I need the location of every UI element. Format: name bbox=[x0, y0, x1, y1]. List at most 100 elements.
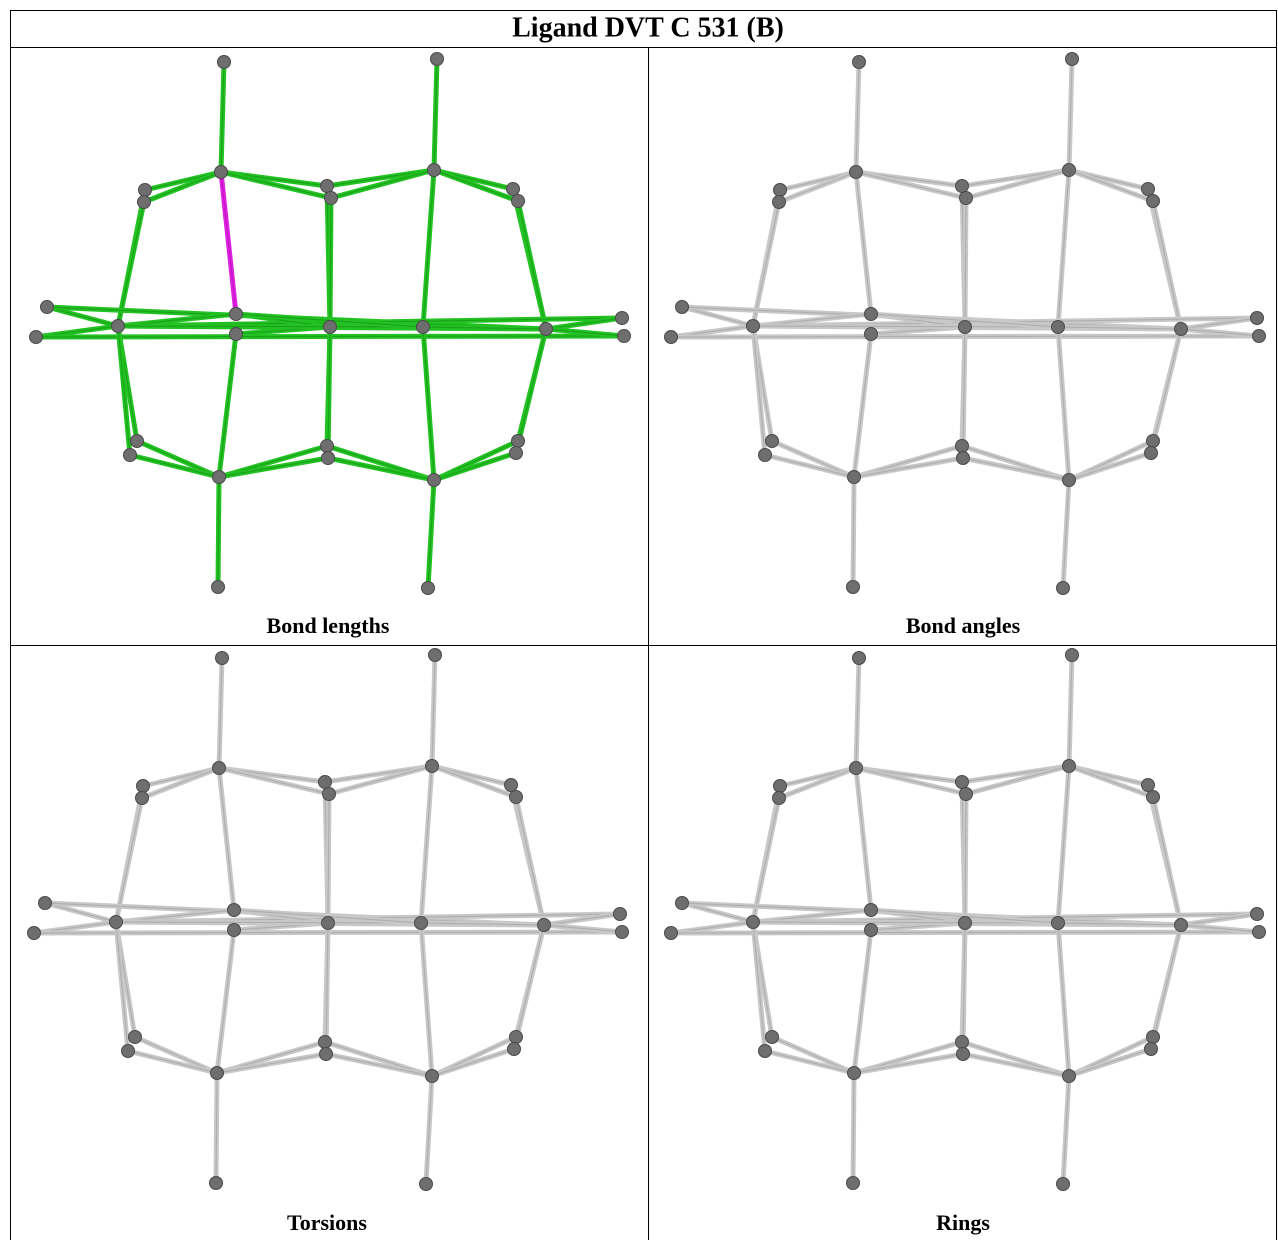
atom bbox=[416, 320, 430, 334]
panels: Bond lengths Bond angles Torsions Rings bbox=[27, 52, 1266, 1235]
bond-edge bbox=[855, 61, 860, 173]
atom bbox=[758, 1044, 772, 1058]
atom bbox=[419, 1177, 433, 1191]
bond-edge bbox=[545, 317, 623, 330]
atom bbox=[511, 194, 525, 208]
bond-edge bbox=[1150, 328, 1182, 454]
bond-edge bbox=[1057, 765, 1070, 924]
atom bbox=[211, 580, 225, 594]
atom bbox=[1144, 446, 1158, 460]
atom bbox=[852, 55, 866, 69]
bond-edge bbox=[328, 765, 433, 795]
bond-edge bbox=[1152, 200, 1182, 330]
atom bbox=[425, 759, 439, 773]
atom bbox=[675, 300, 689, 314]
bond-edge bbox=[143, 171, 222, 203]
bond-edge bbox=[141, 767, 220, 799]
atom bbox=[1056, 581, 1070, 595]
bond-edge bbox=[1180, 317, 1258, 330]
atom bbox=[27, 926, 41, 940]
bond-edge bbox=[517, 200, 547, 330]
atom bbox=[227, 923, 241, 937]
bond-edge bbox=[1057, 922, 1182, 926]
atom bbox=[506, 182, 520, 196]
bond-edge bbox=[962, 922, 966, 1055]
bond-edge bbox=[965, 169, 1070, 199]
bond-edge bbox=[855, 171, 872, 315]
bond-edge bbox=[1180, 913, 1258, 926]
bond-edge bbox=[1057, 326, 1070, 481]
atom bbox=[1062, 473, 1076, 487]
atom bbox=[539, 322, 553, 336]
atom bbox=[846, 580, 860, 594]
atom bbox=[1252, 329, 1266, 343]
atom bbox=[321, 916, 335, 930]
atom bbox=[959, 787, 973, 801]
bond-edge bbox=[325, 922, 329, 1055]
atom bbox=[1062, 163, 1076, 177]
bond-edge bbox=[962, 326, 966, 459]
atom bbox=[849, 165, 863, 179]
bond-edge bbox=[44, 902, 117, 923]
atom bbox=[212, 761, 226, 775]
atom bbox=[773, 183, 787, 197]
atom bbox=[504, 778, 518, 792]
atom bbox=[864, 903, 878, 917]
bond-edge bbox=[218, 767, 235, 911]
atom bbox=[425, 1069, 439, 1083]
bond-edge bbox=[115, 921, 422, 924]
bond-edge bbox=[752, 325, 766, 456]
bond-edge bbox=[1150, 924, 1182, 1050]
atom bbox=[324, 191, 338, 205]
atom bbox=[847, 470, 861, 484]
bond-edge bbox=[1057, 169, 1070, 328]
bond-edge bbox=[325, 1053, 433, 1077]
bond-edge bbox=[115, 921, 129, 1052]
bond-edge bbox=[543, 913, 621, 926]
atom bbox=[121, 1044, 135, 1058]
atom bbox=[136, 779, 150, 793]
bond-edge bbox=[1057, 326, 1182, 330]
bond-edge bbox=[853, 333, 872, 478]
bond-edge bbox=[515, 328, 547, 454]
table-border bbox=[10, 10, 1277, 1240]
atom bbox=[128, 1030, 142, 1044]
atom bbox=[615, 311, 629, 325]
atom bbox=[1062, 759, 1076, 773]
atom bbox=[958, 320, 972, 334]
panel-caption: Bond lengths bbox=[267, 613, 390, 638]
bond-edge bbox=[46, 306, 119, 327]
atom bbox=[613, 907, 627, 921]
atom bbox=[1252, 925, 1266, 939]
atom bbox=[427, 473, 441, 487]
atom bbox=[318, 775, 332, 789]
atom bbox=[318, 1035, 332, 1049]
atom bbox=[773, 779, 787, 793]
bond-edge bbox=[422, 326, 435, 481]
bond-edge bbox=[220, 61, 225, 173]
bond-edge bbox=[778, 767, 857, 799]
bond-edge bbox=[117, 325, 424, 328]
atom bbox=[130, 434, 144, 448]
atom bbox=[320, 439, 334, 453]
atom bbox=[772, 791, 786, 805]
bond-edge bbox=[752, 921, 766, 1052]
bond-edge bbox=[964, 793, 967, 924]
atom bbox=[210, 1066, 224, 1080]
bond-edge bbox=[1068, 765, 1154, 798]
atom bbox=[227, 903, 241, 917]
bond-edge bbox=[852, 476, 855, 588]
atom bbox=[214, 165, 228, 179]
bond-edge bbox=[136, 440, 220, 478]
atom bbox=[959, 191, 973, 205]
atom bbox=[1250, 907, 1264, 921]
bond-edge bbox=[218, 657, 223, 769]
atom bbox=[229, 307, 243, 321]
bond-edge bbox=[1180, 924, 1260, 933]
bond-edge bbox=[216, 1053, 327, 1074]
bond-edge bbox=[115, 797, 143, 923]
bond-edge bbox=[752, 921, 1059, 924]
atom bbox=[1141, 778, 1155, 792]
atom bbox=[217, 55, 231, 69]
atom bbox=[772, 195, 786, 209]
